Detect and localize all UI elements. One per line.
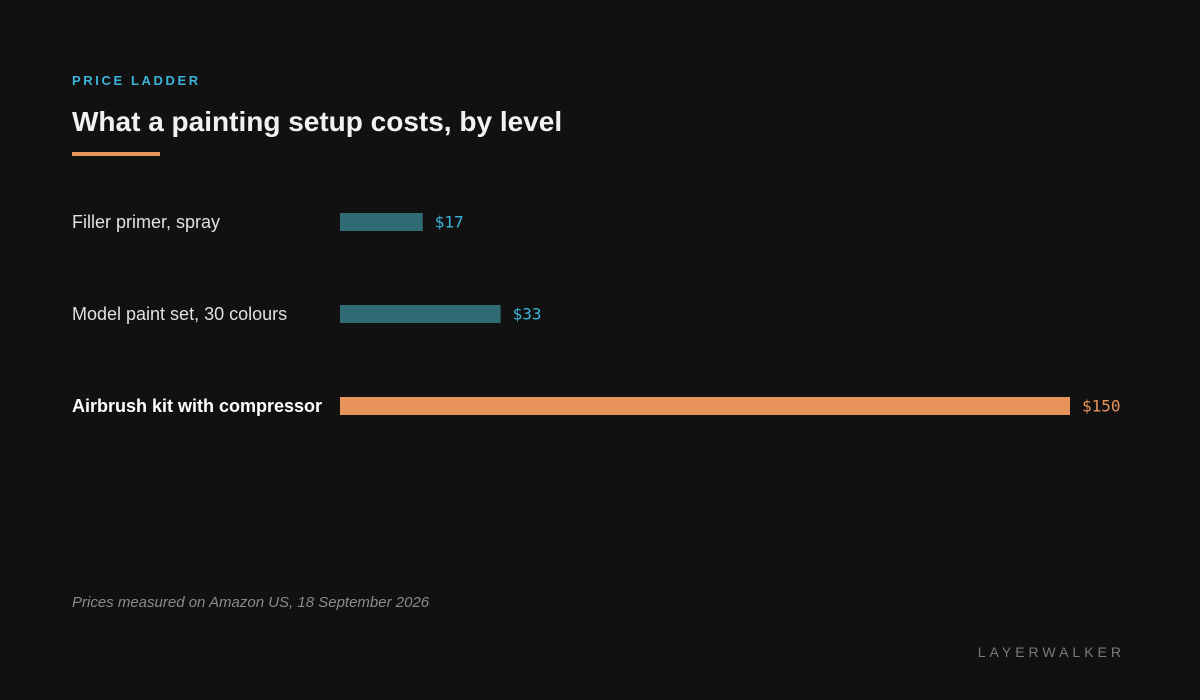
source-footnote: Prices measured on Amazon US, 18 Septemb… xyxy=(72,594,430,611)
bar-value-label: $150 xyxy=(1082,397,1121,416)
bar-value-label: $17 xyxy=(435,213,464,232)
bar xyxy=(340,397,1070,415)
eyebrow-label: PRICE LADDER xyxy=(72,73,201,88)
title-accent-rule xyxy=(72,152,160,156)
bar-value-label: $33 xyxy=(513,305,542,324)
brand-wordmark: LAYERWALKER xyxy=(977,644,1125,660)
bar xyxy=(340,305,501,323)
bar-label: Model paint set, 30 colours xyxy=(72,304,287,324)
bar-label: Filler primer, spray xyxy=(72,212,220,232)
bar xyxy=(340,213,423,231)
bar-label: Airbrush kit with compressor xyxy=(72,396,322,416)
chart-title: What a painting setup costs, by level xyxy=(72,106,563,137)
